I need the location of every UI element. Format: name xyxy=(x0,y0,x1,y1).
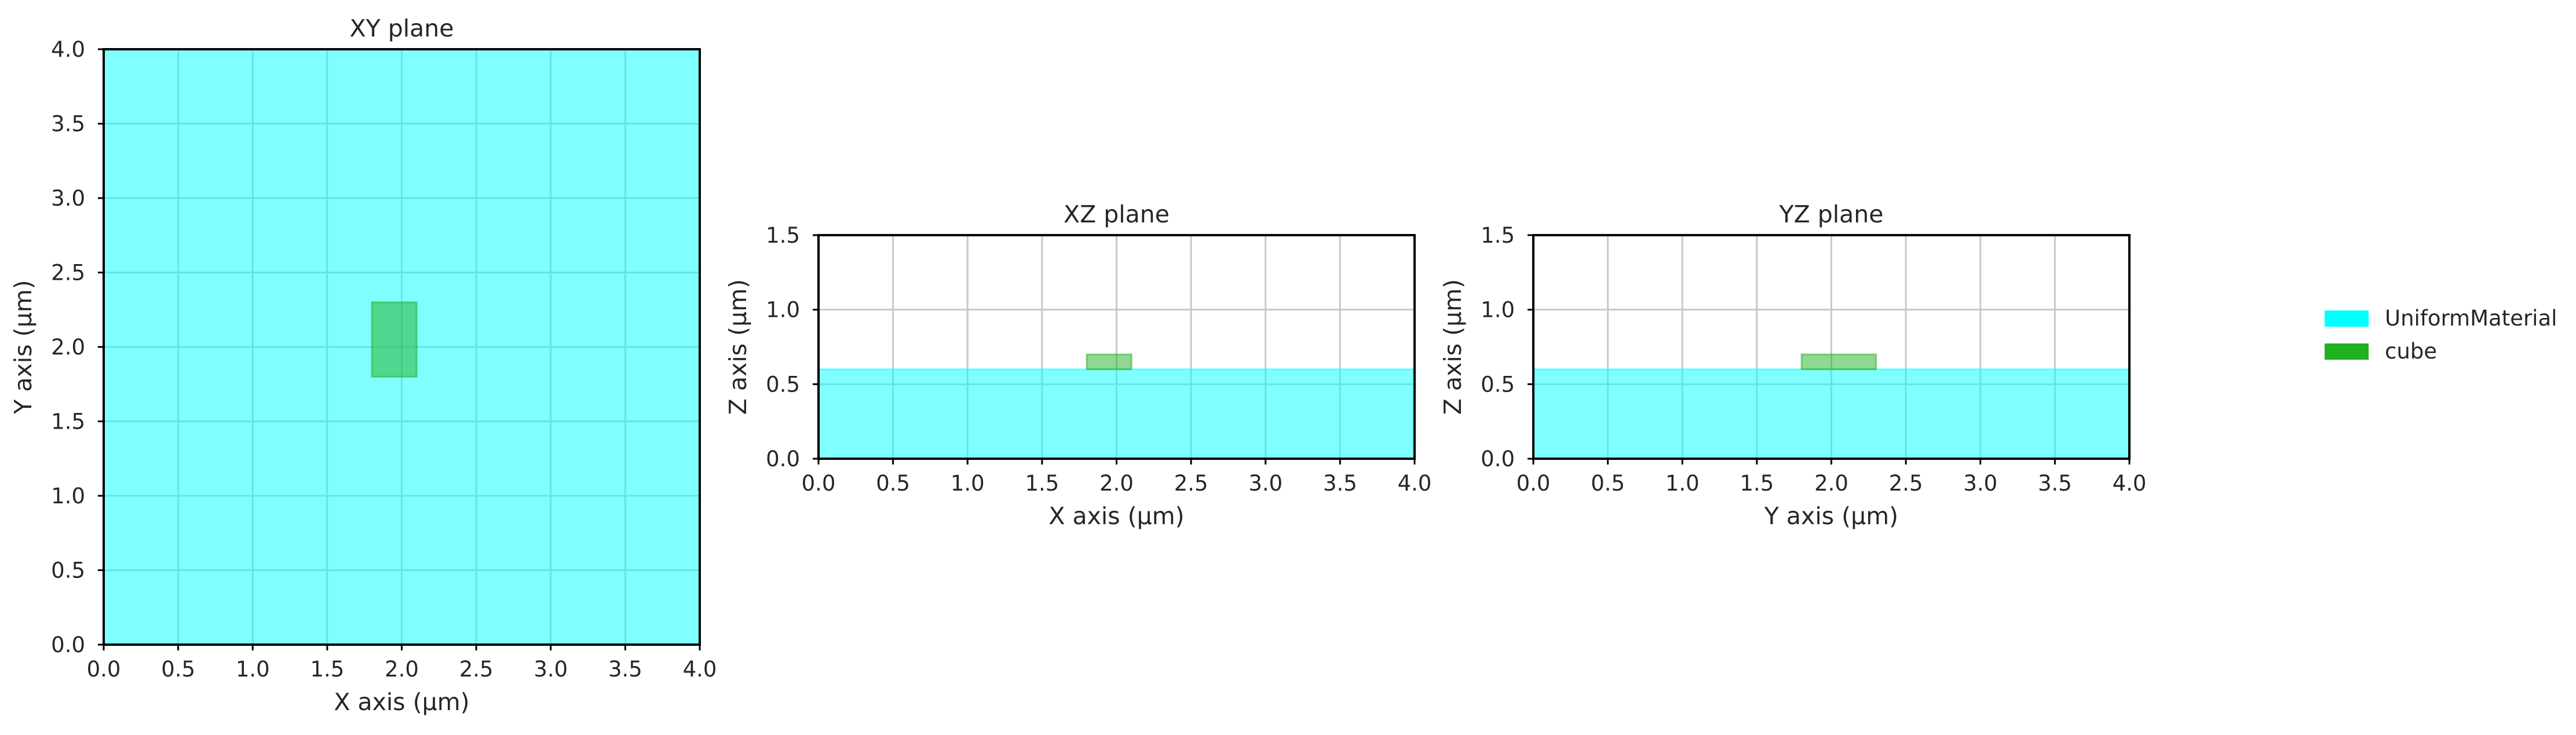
xy-plane-xtick-label: 1.0 xyxy=(236,657,270,682)
xz-plane-uniform-material-region xyxy=(817,368,1416,460)
yz-plane-ytick-label: 0.0 xyxy=(1481,447,1515,471)
legend-cube-label: cube xyxy=(2385,339,2437,364)
xz-plane-cube-region xyxy=(1086,353,1132,371)
xy-plane-ytick-label: 2.5 xyxy=(51,261,85,286)
legend: UniformMaterial cube xyxy=(2325,306,2557,364)
xy-plane-cube-region xyxy=(371,301,418,378)
xz-plane-xtick-label: 2.5 xyxy=(1174,471,1208,496)
xz-plane-panel: 0.0 0.5 1.0 1.5 2.0 2.5 3.0 3.5 4.0 0.0 0.5 1.0 1.5 X… xyxy=(724,200,1431,530)
xy-plane-ytick-label: 1.5 xyxy=(51,409,85,434)
xy-plane-ytick-label: 3.5 xyxy=(51,112,85,137)
xz-plane-xtick-label: 1.0 xyxy=(951,471,985,496)
xz-plane-xlabel: X axis (µm) xyxy=(1048,502,1184,530)
xy-plane-xtick-label: 3.0 xyxy=(534,657,568,682)
xy-plane-xlabel: X axis (µm) xyxy=(334,688,469,716)
xy-plane-xtick-label: 0.0 xyxy=(87,657,121,682)
xy-plane-ytick-label: 0.0 xyxy=(51,632,85,657)
yz-plane-xtick-label: 2.5 xyxy=(1889,471,1923,496)
yz-plane-ytick-label: 0.5 xyxy=(1481,372,1515,397)
legend-uniform-material-swatch xyxy=(2325,310,2369,327)
yz-plane-title: YZ plane xyxy=(1779,200,1884,228)
xy-plane-xtick-label: 4.0 xyxy=(683,657,717,682)
xy-plane-ylabel: Y axis (µm) xyxy=(9,280,37,414)
xy-plane-ytick-label: 4.0 xyxy=(51,37,85,62)
yz-plane-xtick-label: 0.0 xyxy=(1517,471,1551,496)
xz-plane-xtick-label: 0.5 xyxy=(876,471,910,496)
xy-plane-xtick-label: 1.5 xyxy=(310,657,344,682)
yz-plane-xtick-label: 3.0 xyxy=(1963,471,1997,496)
xz-plane-ytick-label: 1.5 xyxy=(766,223,800,248)
xz-plane-ytick-label: 1.0 xyxy=(766,298,800,323)
xz-plane-xtick-label: 2.0 xyxy=(1099,471,1134,496)
legend-cube-swatch xyxy=(2325,343,2369,360)
xy-plane-ytick-label: 1.0 xyxy=(51,484,85,509)
xz-plane-xtick-label: 3.0 xyxy=(1248,471,1282,496)
xz-plane-xtick-label: 3.5 xyxy=(1323,471,1357,496)
yz-plane-ytick-label: 1.5 xyxy=(1481,223,1515,248)
xy-plane-ytick-label: 0.5 xyxy=(51,558,85,583)
yz-plane-xtick-label: 1.0 xyxy=(1665,471,1700,496)
yz-plane-panel: 0.0 0.5 1.0 1.5 2.0 2.5 3.0 3.5 4.0 0.0 0.5 1.0 1.5 Y… xyxy=(1439,200,2146,530)
xz-plane-ytick-label: 0.5 xyxy=(766,372,800,397)
yz-plane-xtick-label: 1.5 xyxy=(1740,471,1774,496)
xz-plane-xtick-label: 0.0 xyxy=(802,471,836,496)
yz-plane-cube-region xyxy=(1800,353,1877,371)
xz-plane-xtick-label: 1.5 xyxy=(1025,471,1059,496)
xy-plane-ytick-label: 2.0 xyxy=(51,335,85,360)
xy-plane-ytick-label: 3.0 xyxy=(51,186,85,211)
xz-plane-ytick-label: 0.0 xyxy=(766,447,800,471)
yz-plane-xtick-label: 3.5 xyxy=(2038,471,2072,496)
yz-plane-xtick-label: 0.5 xyxy=(1591,471,1625,496)
xy-plane-xtick-label: 2.5 xyxy=(459,657,494,682)
xy-plane-xtick-label: 3.5 xyxy=(608,657,642,682)
legend-uniform-material-label: UniformMaterial xyxy=(2385,306,2557,331)
yz-plane-xlabel: Y axis (µm) xyxy=(1764,502,1898,530)
xz-plane-title: XZ plane xyxy=(1064,200,1170,228)
yz-plane-ylabel: Z axis (µm) xyxy=(1439,279,1467,415)
yz-plane-xtick-label: 4.0 xyxy=(2113,471,2147,496)
yz-plane-uniform-material-region xyxy=(1532,368,2131,460)
xy-plane-panel: 0.0 0.5 1.0 1.5 2.0 2.5 3.0 3.5 4.0 0.0 0.5 1.0 1.5 2… xyxy=(9,14,717,716)
xz-plane-xtick-label: 4.0 xyxy=(1398,471,1432,496)
xy-plane-xtick-label: 0.5 xyxy=(161,657,195,682)
yz-plane-ytick-label: 1.0 xyxy=(1481,298,1515,323)
xy-plane-title: XY plane xyxy=(350,14,454,42)
xz-plane-ylabel: Z axis (µm) xyxy=(724,279,752,415)
yz-plane-xtick-label: 2.0 xyxy=(1814,471,1848,496)
xy-plane-xtick-label: 2.0 xyxy=(385,657,419,682)
